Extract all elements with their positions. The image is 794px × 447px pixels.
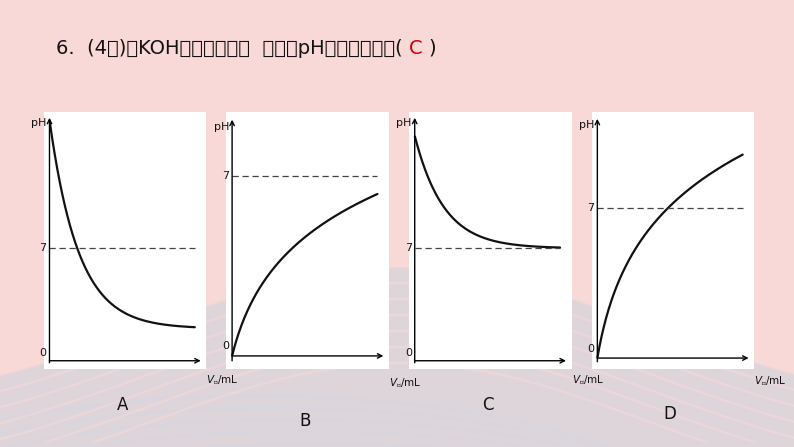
Text: pH: pH: [214, 122, 229, 132]
Text: 7: 7: [588, 203, 595, 213]
Text: 7: 7: [40, 243, 47, 253]
Text: 7: 7: [405, 243, 412, 253]
Text: $V_{水}$/mL: $V_{水}$/mL: [754, 375, 787, 388]
PathPatch shape: [0, 267, 794, 447]
Text: 7: 7: [222, 171, 229, 181]
Text: D: D: [664, 405, 676, 423]
Text: B: B: [299, 413, 310, 430]
Text: $V_{水}$/mL: $V_{水}$/mL: [206, 374, 239, 387]
Text: ): ): [428, 39, 436, 58]
Text: pH: pH: [31, 118, 47, 128]
Text: $V_{水}$/mL: $V_{水}$/mL: [389, 376, 422, 390]
Text: A: A: [117, 396, 128, 414]
Text: 6.  (4分)往KOH溶液中加水，  溶液的pH变化正确的是(: 6. (4分)往KOH溶液中加水， 溶液的pH变化正确的是(: [56, 39, 408, 58]
Text: 0: 0: [588, 344, 595, 354]
Text: C: C: [408, 39, 422, 58]
Text: 0: 0: [222, 341, 229, 351]
Text: 0: 0: [40, 347, 47, 358]
Text: $V_{水}$/mL: $V_{水}$/mL: [572, 374, 604, 387]
Text: pH: pH: [579, 120, 595, 131]
Text: 0: 0: [405, 347, 412, 358]
Text: pH: pH: [396, 118, 412, 128]
Text: C: C: [482, 396, 493, 414]
